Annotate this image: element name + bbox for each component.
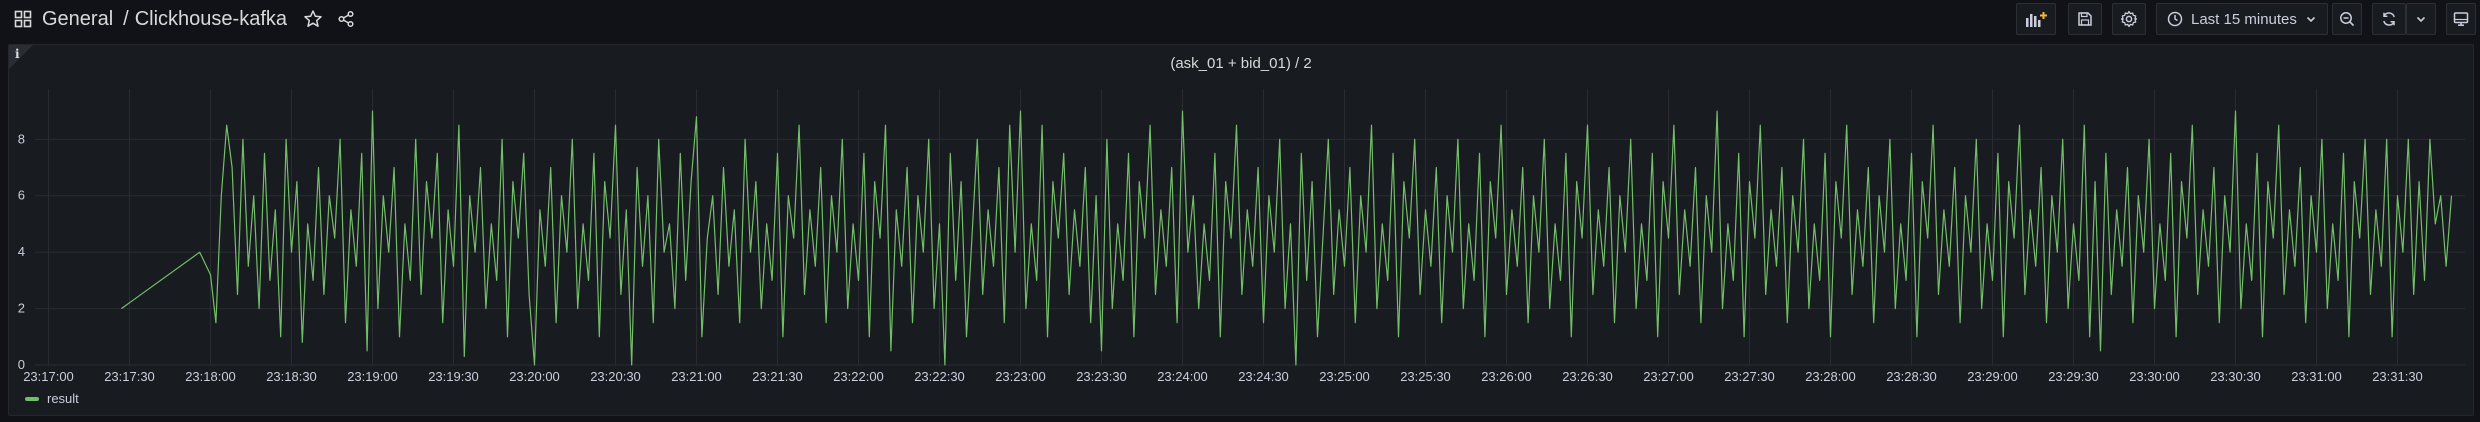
y-axis: 0 2 4 6 8 (18, 131, 25, 372)
x-tick-label: 23:27:00 (1643, 369, 1694, 384)
legend-item-result[interactable]: result (47, 391, 79, 406)
refresh-interval-dropdown[interactable] (2406, 3, 2436, 35)
refresh-icon (2381, 11, 2397, 27)
add-panel-button[interactable] (2016, 3, 2056, 35)
x-tick-label: 23:21:00 (671, 369, 722, 384)
x-tick-label: 23:25:00 (1319, 369, 1370, 384)
share-icon[interactable] (337, 10, 355, 28)
x-tick-label: 23:21:30 (752, 369, 803, 384)
x-tick-label: 23:29:30 (2048, 369, 2099, 384)
x-tick-label: 23:26:00 (1481, 369, 1532, 384)
x-tick-label: 23:20:30 (590, 369, 641, 384)
x-tick-label: 23:22:30 (914, 369, 965, 384)
x-tick-label: 23:19:30 (428, 369, 479, 384)
breadcrumb-folder[interactable]: General (42, 7, 114, 30)
zoom-out-button[interactable] (2332, 3, 2362, 35)
legend-swatch (25, 396, 39, 401)
save-dashboard-button[interactable] (2068, 3, 2102, 35)
x-tick-label: 23:31:00 (2291, 369, 2342, 384)
x-tick-label: 23:28:30 (1886, 369, 1937, 384)
x-tick-label: 23:25:30 (1400, 369, 1451, 384)
refresh-button[interactable] (2372, 3, 2406, 35)
save-icon (2077, 11, 2093, 27)
x-tick-label: 23:20:00 (509, 369, 560, 384)
gear-icon (2120, 10, 2138, 28)
x-tick-label: 23:30:00 (2129, 369, 2180, 384)
panel-title[interactable]: (ask_01 + bid_01) / 2 (1170, 55, 1312, 72)
x-tick-label: 23:23:00 (995, 369, 1046, 384)
x-tick-label: 23:29:00 (1967, 369, 2018, 384)
view-mode-button[interactable] (2446, 3, 2476, 35)
x-tick-label: 23:27:30 (1724, 369, 1775, 384)
x-tick-label: 23:24:30 (1238, 369, 1289, 384)
dashboard-settings-button[interactable] (2112, 3, 2146, 35)
y-tick-label: 8 (18, 131, 25, 146)
chevron-down-icon (2305, 13, 2317, 25)
x-tick-label: 23:26:30 (1562, 369, 1613, 384)
x-tick-label: 23:23:30 (1076, 369, 1127, 384)
x-tick-label: 23:24:00 (1157, 369, 1208, 384)
x-tick-label: 23:30:30 (2210, 369, 2261, 384)
x-tick-label: 23:18:00 (185, 369, 236, 384)
series-line-result (121, 110, 2453, 366)
x-axis: 23:17:00 23:17:30 23:18:00 23:18:30 23:19:00… (23, 369, 2423, 384)
x-tick-label: 23:22:00 (833, 369, 884, 384)
y-tick-label: 6 (18, 188, 25, 203)
y-tick-label: 0 (18, 357, 25, 372)
y-tick-label: 2 (18, 301, 25, 316)
clock-icon (2167, 11, 2183, 27)
x-tick-label: 23:17:00 (23, 369, 74, 384)
time-range-label: Last 15 minutes (2191, 10, 2297, 28)
breadcrumb: General / Clickhouse-kafka (14, 6, 355, 32)
y-tick-label: 4 (18, 244, 25, 259)
legend[interactable]: result (25, 391, 79, 406)
x-tick-label: 23:18:30 (266, 369, 317, 384)
dashboard-title[interactable]: Clickhouse-kafka (134, 7, 288, 30)
monitor-icon (2453, 11, 2469, 27)
breadcrumb-separator: / (123, 7, 129, 30)
star-icon[interactable] (303, 9, 323, 29)
zoom-out-icon (2339, 11, 2355, 27)
dashboard-navbar: General / Clickhouse-kafka (0, 0, 2480, 38)
panel-info-corner[interactable] (9, 45, 33, 69)
x-tick-label: 23:19:00 (347, 369, 398, 384)
x-tick-label: 23:31:30 (2372, 369, 2423, 384)
time-picker-button[interactable]: Last 15 minutes (2156, 3, 2328, 35)
dashboards-grid-icon[interactable] (14, 10, 32, 28)
chevron-down-icon (2415, 13, 2427, 25)
x-tick-label: 23:28:00 (1805, 369, 1856, 384)
chart-grid (35, 89, 2465, 366)
x-tick-label: 23:17:30 (104, 369, 155, 384)
info-icon[interactable]: i (15, 47, 20, 61)
add-panel-icon (2024, 10, 2048, 28)
